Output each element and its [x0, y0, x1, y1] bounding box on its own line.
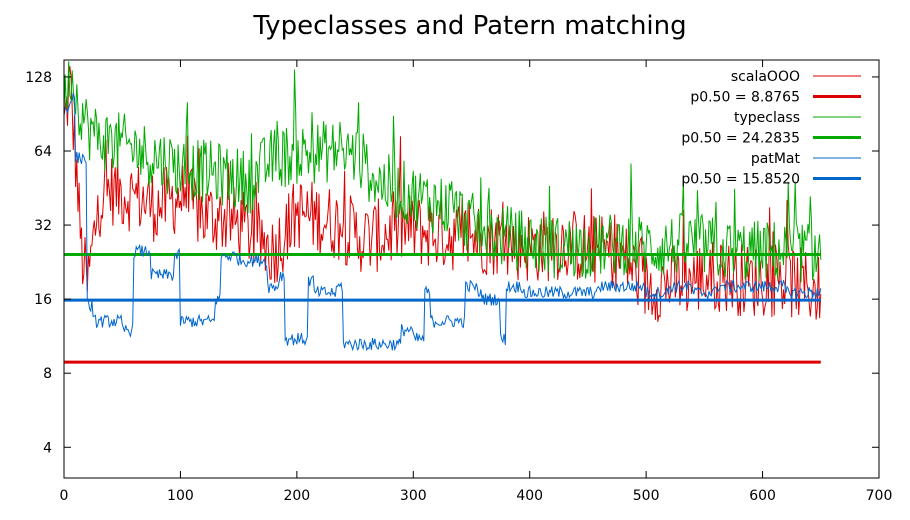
x-tick-label: 0 [60, 488, 69, 504]
legend-label: scalaOOO [731, 69, 800, 85]
legend-label: p0.50 = 24.2835 [681, 131, 800, 147]
y-tick-label: 128 [25, 70, 52, 86]
y-tick-label: 8 [43, 366, 52, 382]
legend: scalaOOO p0.50 = 8.8765 typeclass p0.50 = 2… [681, 69, 861, 188]
legend-label: patMat [751, 151, 801, 167]
x-tick-label: 400 [516, 488, 543, 504]
x-tick-label: 100 [167, 488, 194, 504]
x-tick-label: 200 [283, 488, 310, 504]
legend-label: p0.50 = 8.8765 [690, 90, 800, 106]
legend-label: typeclass [734, 110, 800, 126]
legend-label: p0.50 = 15.8520 [681, 172, 800, 188]
series-patmat [64, 93, 822, 352]
x-tick-label: 300 [400, 488, 427, 504]
y-tick-label: 4 [43, 440, 52, 456]
x-tick-label: 600 [749, 488, 776, 504]
y-tick-label: 16 [34, 292, 52, 308]
y-tick-label: 64 [34, 144, 52, 160]
y-tick-label: 32 [34, 218, 52, 234]
chart-title: Typeclasses and Patern matching [252, 11, 686, 41]
x-tick-label: 700 [866, 488, 893, 504]
series-typeclass [64, 61, 822, 283]
x-tick-label: 500 [633, 488, 660, 504]
series-layer [64, 61, 822, 364]
axes-layer: 0 100 200 300 400 500 600 700 4 8 16 32 64 128 [25, 60, 892, 504]
plot-frame [63, 59, 880, 479]
